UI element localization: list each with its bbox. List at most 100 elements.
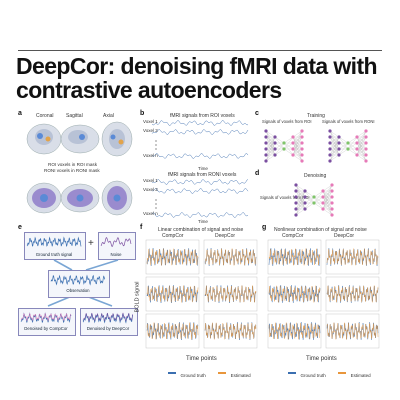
training-left-net-node [300, 135, 304, 139]
training-left-net-node [291, 153, 295, 157]
denoising-net-edge [313, 190, 324, 204]
training-right-net-node [328, 141, 332, 145]
header-rule [18, 50, 382, 51]
training-right-net-edge [356, 130, 367, 156]
denoising-net-edge [304, 190, 315, 198]
denoising-net-edge [304, 196, 315, 210]
training-left-net-node [264, 147, 268, 151]
training-left-net-edge [274, 142, 285, 150]
training-left-net-node [273, 141, 277, 145]
training-left-net-node [300, 129, 304, 133]
voxel-trace [151, 212, 249, 218]
training-left-net-edge [265, 130, 276, 138]
estimated-trace [146, 285, 199, 303]
training-right-net-node [355, 147, 359, 151]
training-left-net-node [291, 147, 295, 151]
denoising-net-node [312, 201, 316, 205]
training-right-net-node [328, 147, 332, 151]
panel-e-compcor-label: Denoised by CompCor [24, 326, 68, 331]
training-left-net-node [273, 135, 277, 139]
panel-f-legend-est-swatch [218, 372, 227, 374]
training-right-net-node [337, 135, 341, 139]
panel-b-top-voxel2: Voxel 2 [143, 128, 158, 133]
training-left-net-edge [292, 142, 303, 156]
panel-e-ground-truth-wave [26, 236, 82, 247]
denoising-net-edge [313, 196, 324, 204]
panel-g-signal-grid [267, 239, 380, 349]
denoising-net-edge [313, 190, 324, 198]
denoising-net-edge [295, 184, 306, 192]
panel-b-top-title: fMRI signals from ROI voxels [170, 113, 235, 119]
training-right-net-node [355, 153, 359, 157]
article-title: DeepCor: denoising fMRI data with contra… [16, 53, 378, 103]
training-right-net-node [364, 153, 368, 157]
panel-b-bottom-title: fMRI signals from RONI voxels [168, 172, 237, 178]
panel-a-coronal-label: Coronal [36, 113, 54, 119]
training-left-net-edge [265, 142, 276, 162]
training-right-net-edge [329, 136, 340, 150]
denoising-net-node [294, 183, 298, 187]
panel-b-bottom-voxel2: Voxel 2 [143, 187, 158, 192]
training-left-net-edge [274, 148, 285, 156]
training-left-net-node [264, 141, 268, 145]
denoising-net-node [303, 201, 307, 205]
training-right-net-edge [329, 154, 340, 162]
panel-d-title: Denoising [304, 173, 327, 179]
voxel-trace [151, 188, 249, 194]
estimated-trace [326, 322, 379, 340]
denoising-net-node [303, 195, 307, 199]
training-left-net-edge [292, 130, 303, 138]
training-left-net-edge [265, 136, 276, 150]
subplot-frame [325, 276, 380, 312]
training-left-net-edge [265, 136, 276, 144]
training-left-net-node [300, 141, 304, 145]
e-noise-trace [100, 237, 132, 247]
estimated-trace [268, 322, 321, 340]
training-right-net-node [328, 153, 332, 157]
panel-g-col-compcor: CompCor [282, 233, 304, 239]
estimated-trace [326, 248, 379, 266]
training-right-net-node [346, 147, 350, 151]
training-left-net-edge [274, 136, 285, 144]
panel-g-title: Nonlinear combination of signal and nois… [274, 227, 367, 233]
training-right-net-edge [356, 130, 367, 144]
training-right-net-edge [356, 130, 367, 150]
panel-b-top-voxeln: Voxel n [143, 153, 158, 158]
denoising-net-node [294, 207, 298, 211]
panel-e-noise-label: Noise [110, 252, 122, 257]
training-left-net-node [264, 129, 268, 133]
deepcor-overlay-trace [82, 311, 134, 322]
denoising-net-edge [322, 184, 333, 192]
denoising-net-edge [295, 196, 306, 216]
panel-b-top-signals [151, 120, 249, 159]
panel-label-f: f [140, 224, 143, 231]
denoising-net-edge [295, 190, 306, 204]
denoising-net-edge [295, 208, 306, 216]
training-left-net-edge [274, 142, 285, 156]
training-right-net-node [364, 147, 368, 151]
panel-label-a: a [18, 110, 22, 117]
training-left-net-edge [292, 148, 303, 156]
training-left-net-edge [283, 148, 294, 156]
training-left-net-edge [265, 136, 276, 156]
voxel-trace [151, 120, 249, 126]
training-right-net-node [328, 129, 332, 133]
panel-g-legend-gt-swatch [288, 372, 296, 374]
training-right-net-node [364, 141, 368, 145]
panel-c-title: Training [307, 113, 325, 119]
estimated-trace [146, 248, 199, 266]
panel-e-deepcor-box [80, 308, 138, 336]
estimated-trace [268, 285, 321, 303]
panel-a-caption-roni: RONI voxels in RONI mask [44, 168, 100, 173]
training-left-net-node [273, 147, 277, 151]
training-left-net-edge [265, 154, 276, 162]
panel-label-c: c [255, 110, 259, 117]
panel-e-deepcor-label: Denoised by DeepCor [86, 326, 130, 331]
training-left-net-node [300, 147, 304, 151]
denoising-net-edge [322, 196, 333, 210]
training-right-net-edge [356, 136, 367, 156]
ellipsis-dot [155, 203, 157, 205]
panel-e-observation-box [48, 270, 110, 298]
panel-f-legend-gt: Ground truth [180, 373, 206, 378]
training-left-net-edge [292, 130, 303, 156]
